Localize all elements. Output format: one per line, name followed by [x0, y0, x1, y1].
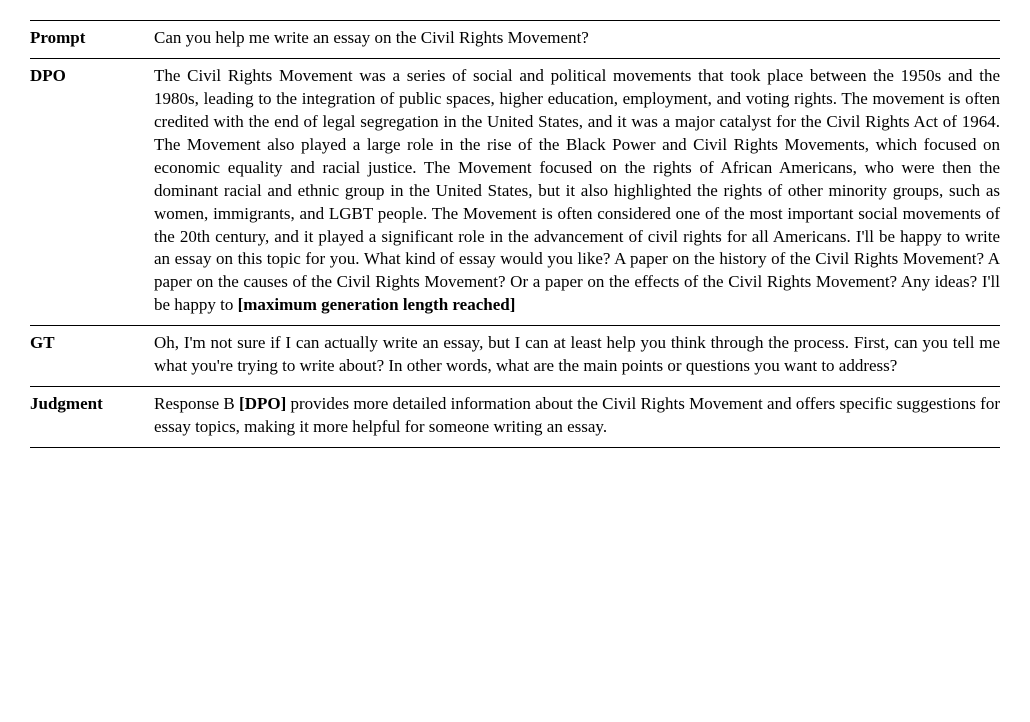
label-gt: GT — [30, 332, 154, 355]
row-prompt: Prompt Can you help me write an essay on… — [30, 20, 1000, 58]
text-dpo: The Civil Rights Movement was a series o… — [154, 66, 1000, 314]
content-dpo: The Civil Rights Movement was a series o… — [154, 65, 1000, 317]
comparison-table: Prompt Can you help me write an essay on… — [30, 20, 1000, 448]
row-gt: GT Oh, I'm not sure if I can actually wr… — [30, 325, 1000, 386]
content-gt: Oh, I'm not sure if I can actually write… — [154, 332, 1000, 378]
text-prompt: Can you help me write an essay on the Ci… — [154, 28, 589, 47]
bold-suffix-dpo: [maximum generation length reached] — [238, 295, 516, 314]
label-judgment: Judgment — [30, 393, 154, 416]
text-gt: Oh, I'm not sure if I can actually write… — [154, 333, 1000, 375]
label-dpo: DPO — [30, 65, 154, 88]
content-prompt: Can you help me write an essay on the Ci… — [154, 27, 1000, 50]
content-judgment: Response B [DPO] provides more detailed … — [154, 393, 1000, 439]
row-judgment: Judgment Response B [DPO] provides more … — [30, 386, 1000, 448]
label-prompt: Prompt — [30, 27, 154, 50]
bold-mid-judgment: [DPO] — [239, 394, 286, 413]
text-judgment-pre: Response B — [154, 394, 239, 413]
row-dpo: DPO The Civil Rights Movement was a seri… — [30, 58, 1000, 325]
